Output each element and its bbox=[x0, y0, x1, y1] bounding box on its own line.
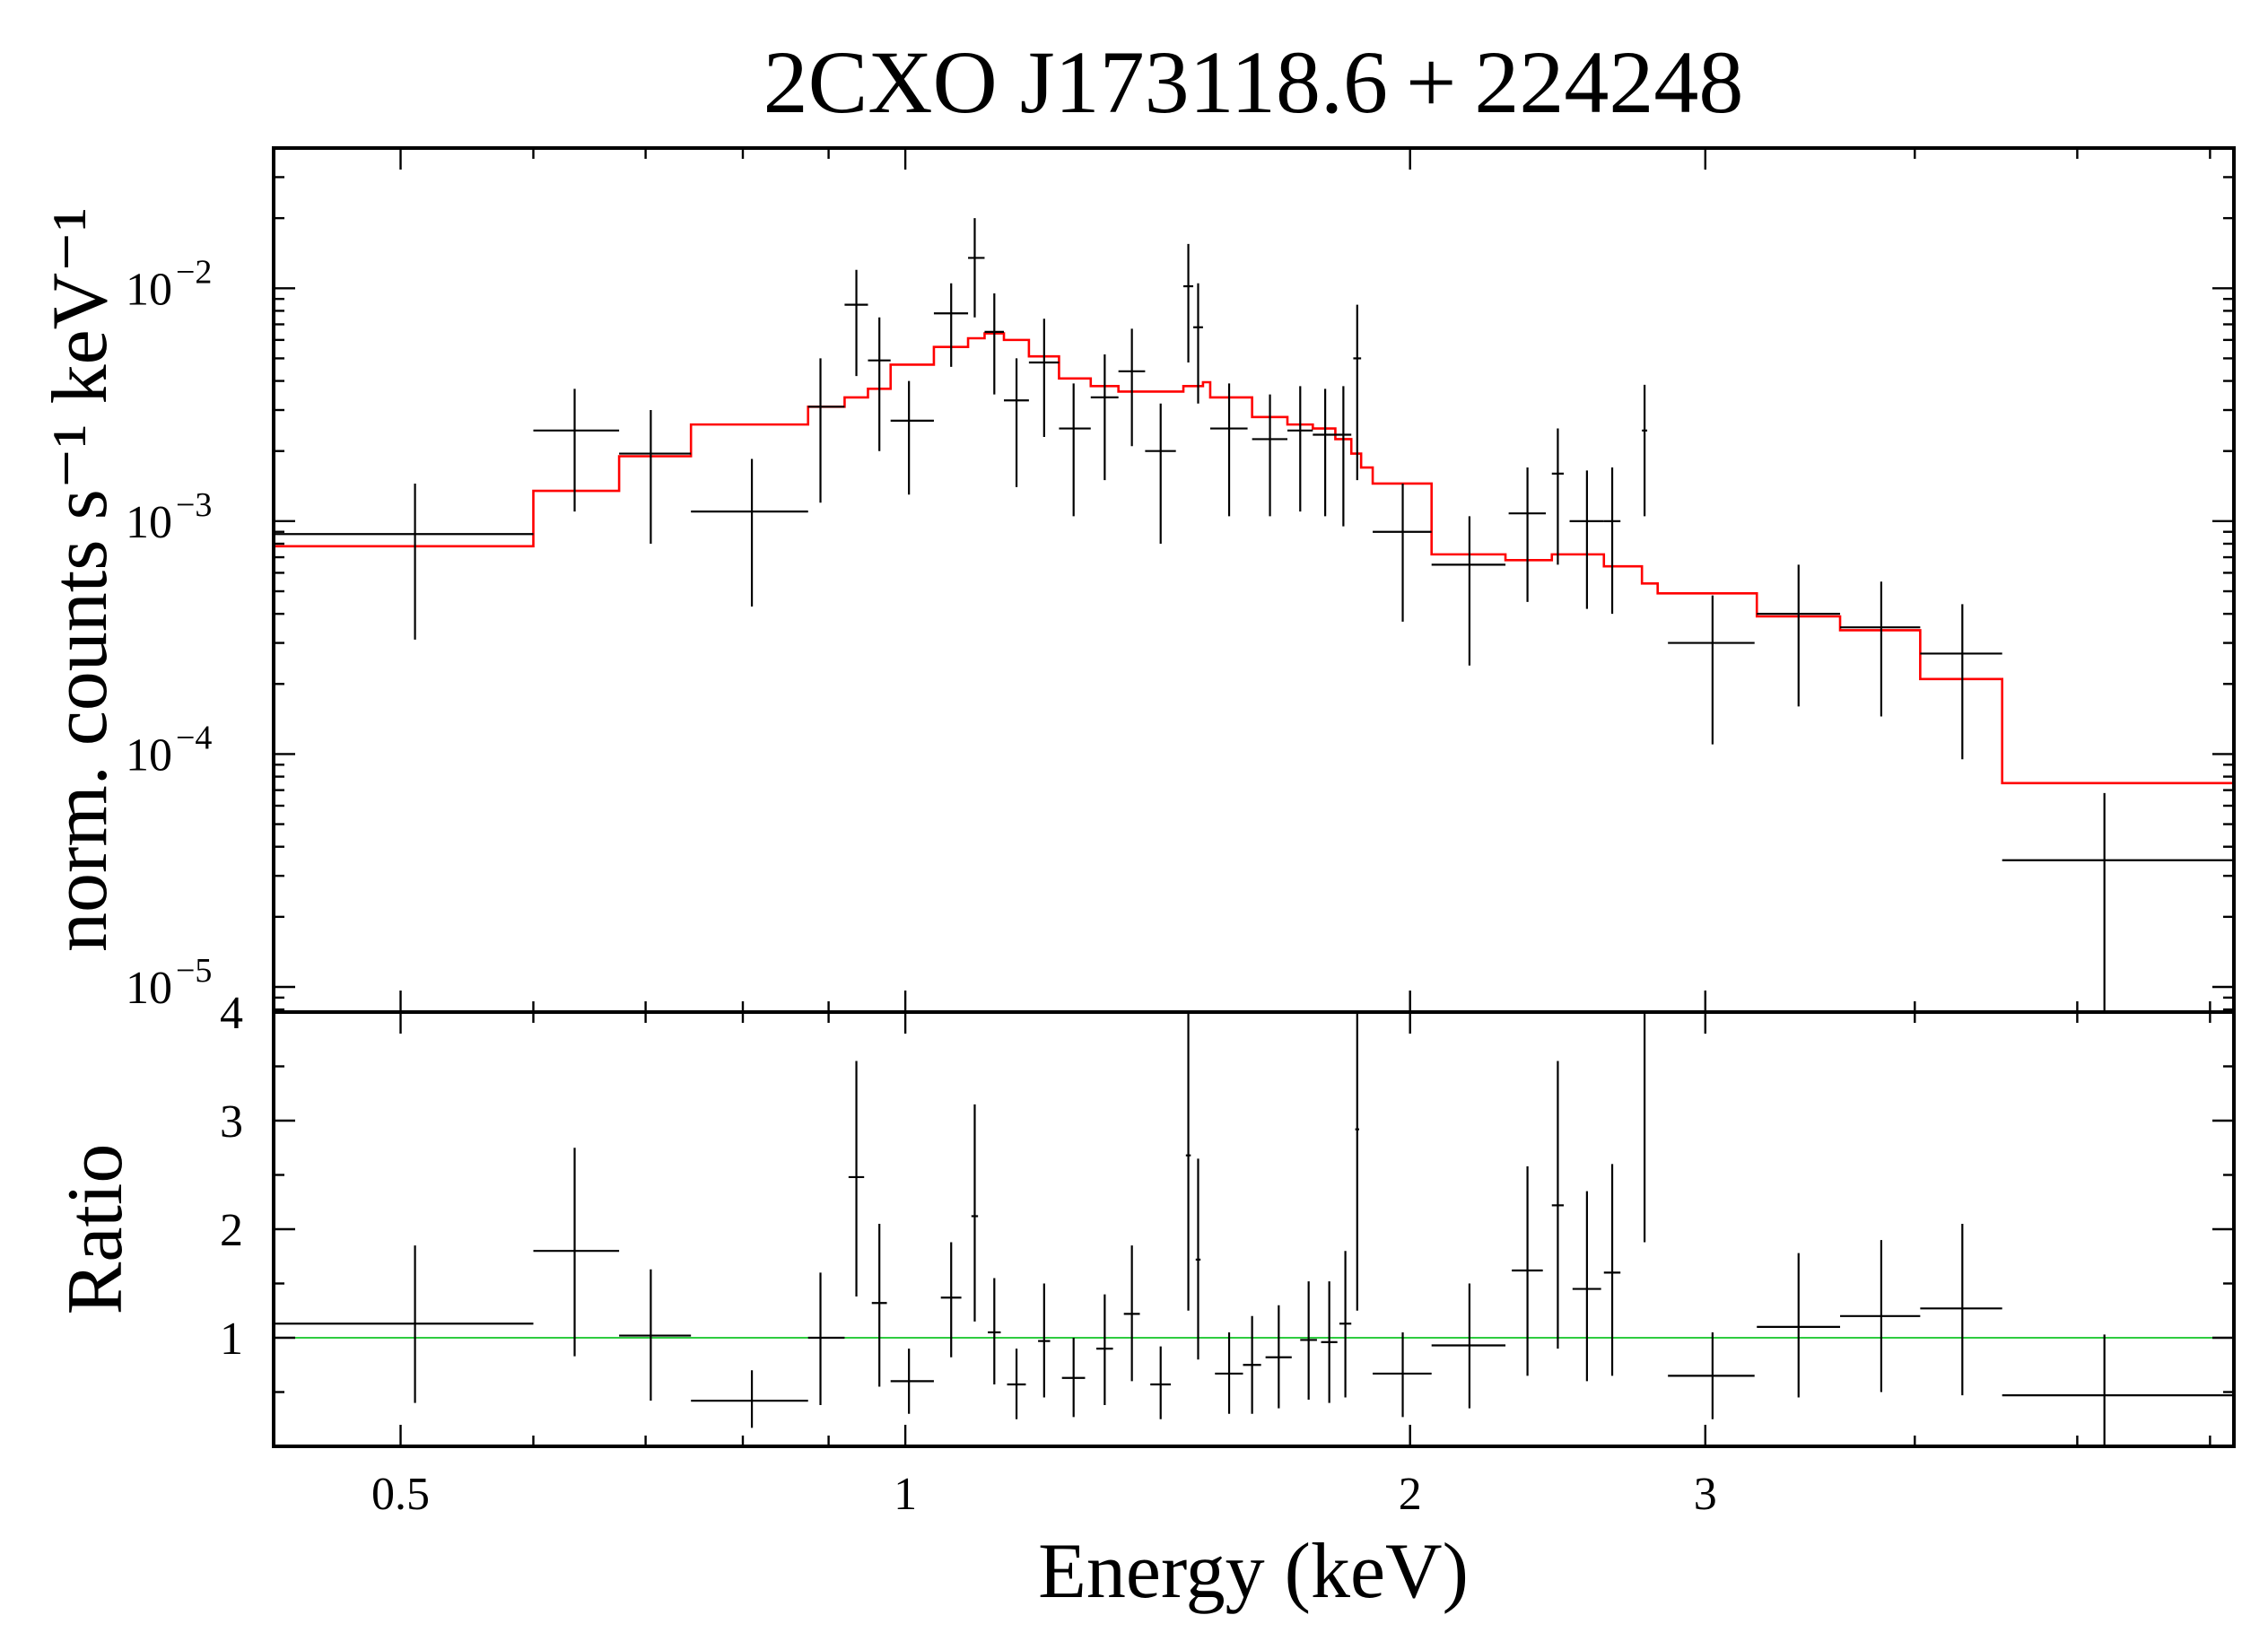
y-tick-exponent: −4 bbox=[176, 719, 212, 756]
ratio-y-axis-label: Ratio bbox=[52, 1144, 139, 1315]
x-tick-label: 2 bbox=[1399, 1469, 1422, 1520]
x-tick-label: 3 bbox=[1694, 1469, 1717, 1520]
y-tick-label: 10 bbox=[126, 729, 172, 781]
ratio-frame bbox=[272, 1010, 2236, 1448]
spectrum-frame bbox=[272, 146, 2236, 1014]
y-tick-exponent: −3 bbox=[176, 486, 212, 524]
ratio-y-tick-label: 2 bbox=[220, 1205, 243, 1256]
y-tick-label: 10 bbox=[126, 497, 172, 548]
ratio-y-tick-label: 4 bbox=[220, 988, 243, 1039]
model-step-line bbox=[274, 332, 2234, 785]
y-tick-label: 10 bbox=[126, 963, 172, 1014]
ratio-y-tick-label: 3 bbox=[220, 1096, 243, 1148]
y-tick-label: 10 bbox=[126, 264, 172, 315]
ratio-y-tick-label: 1 bbox=[220, 1314, 243, 1365]
spectrum-y-axis-label: norm. counts s⁻¹ keV⁻¹ bbox=[37, 207, 124, 952]
y-tick-exponent: −5 bbox=[176, 952, 212, 990]
x-tick-label: 0.5 bbox=[371, 1469, 430, 1520]
spectrum-panel: 10−510−410−310−2 bbox=[126, 146, 2236, 1014]
chart-title: 2CXO J173118.6 + 224248 bbox=[763, 32, 1744, 132]
ratio-panel: 1 2 3 4 0.5 1 2 3 bbox=[220, 988, 2236, 1520]
y-tick-exponent: −2 bbox=[176, 253, 212, 291]
x-axis-label: Energy (keV) bbox=[1038, 1528, 1469, 1615]
x-tick-label: 1 bbox=[894, 1469, 917, 1520]
figure-labels: 2CXO J173118.6 + 224248 Energy (keV) norm.… bbox=[37, 32, 1743, 1615]
